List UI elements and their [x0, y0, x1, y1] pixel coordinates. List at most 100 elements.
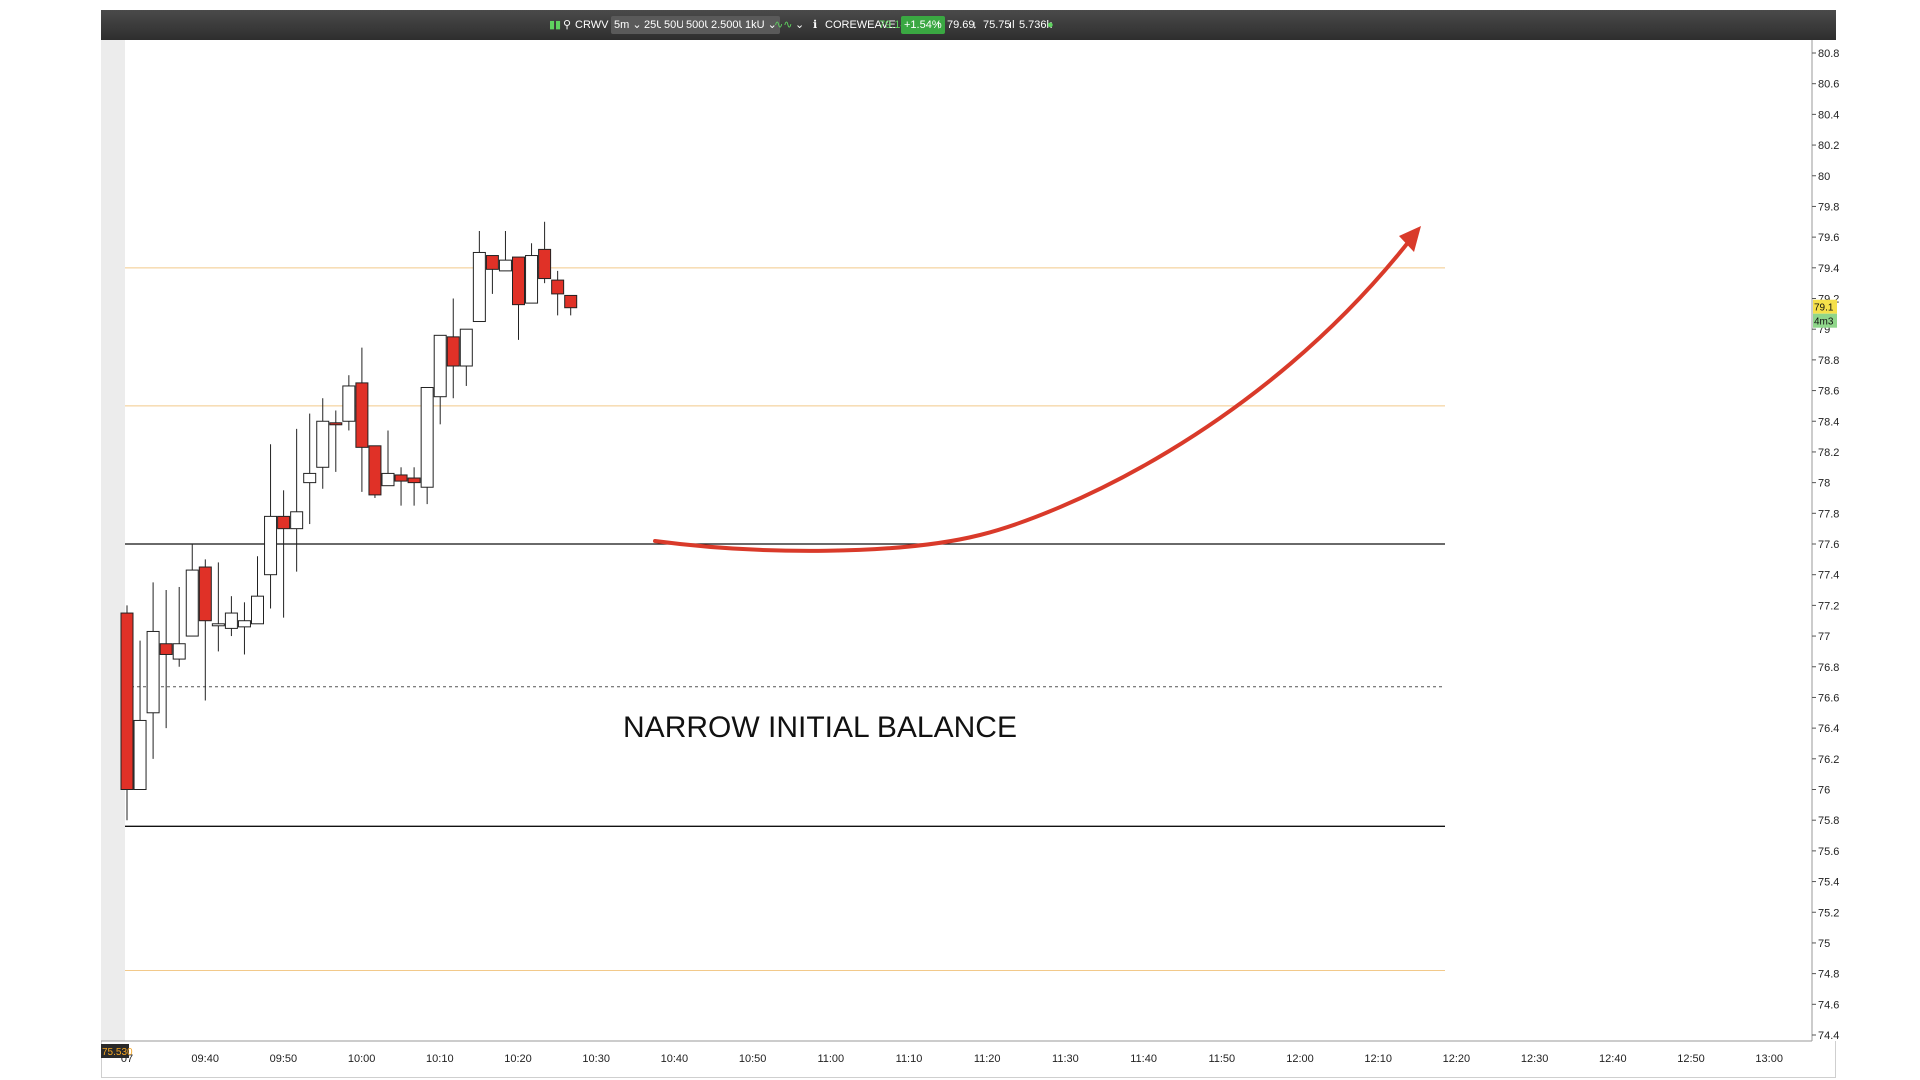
candle-body: [342, 385, 356, 422]
price-tick-label: 77.6: [1818, 539, 1839, 551]
candle[interactable]: [512, 256, 525, 340]
time-tick-label: 13:00: [1755, 1053, 1783, 1065]
candle[interactable]: [277, 490, 291, 618]
qty-button-25u[interactable]: 25U: [641, 16, 668, 34]
candle-body: [133, 719, 147, 790]
indicator-icon[interactable]: ∿∿: [774, 19, 793, 31]
chart-toolbar: ▮▮ ⚲ CRWV ⌄ 5m ⌄ 25U 50U 500U 2.500U 1kU…: [101, 10, 1836, 40]
candle[interactable]: [329, 410, 343, 472]
qty-button-500u[interactable]: 500U: [683, 16, 716, 34]
candle[interactable]: [198, 559, 212, 701]
candle[interactable]: [120, 605, 134, 821]
candle[interactable]: [316, 398, 330, 489]
candle-body: [355, 382, 369, 448]
candle-body: [446, 336, 460, 367]
candle-body: [172, 643, 186, 660]
time-tick-label: 12:00: [1286, 1053, 1314, 1065]
candle[interactable]: [264, 444, 278, 609]
qty-button-1ku[interactable]: 1kU ⌄: [742, 16, 780, 34]
candle-body: [381, 472, 395, 487]
candle[interactable]: [564, 294, 578, 316]
time-tick-label: 11:10: [896, 1053, 923, 1065]
price-tick-label: 78.6: [1818, 386, 1839, 398]
candle[interactable]: [420, 386, 434, 505]
trend-arrow-head: [1399, 226, 1421, 252]
candle-body: [420, 386, 434, 488]
volume-bars-icon: .ıl: [1006, 19, 1015, 31]
candle-body: [329, 422, 343, 426]
time-tick-label: 11:40: [1130, 1053, 1157, 1065]
candles-layer: [120, 221, 578, 821]
high-price: 79.69: [947, 19, 975, 31]
instrument-name: COREWEAVE: [825, 19, 896, 31]
candle-body: [185, 569, 199, 637]
candle[interactable]: [394, 467, 408, 506]
candle[interactable]: [381, 430, 395, 487]
price-tick-label: 80.2: [1818, 140, 1839, 152]
price-tick-label: 80.8: [1818, 48, 1839, 60]
candle-body: [512, 256, 525, 306]
price-tick-label: 80.6: [1818, 79, 1839, 91]
axis-tags: 75.530 79.1 4m3: [101, 299, 1837, 1058]
candle-body: [120, 612, 134, 790]
candle-body: [159, 643, 173, 655]
candle[interactable]: [251, 556, 264, 625]
levels-layer: [125, 267, 1445, 972]
price-tick-label: 77: [1818, 631, 1830, 643]
info-icon[interactable]: ℹ: [813, 19, 818, 31]
candle[interactable]: [538, 221, 552, 284]
candle[interactable]: [211, 562, 225, 652]
candle[interactable]: [290, 428, 304, 572]
candle[interactable]: [525, 243, 539, 304]
candle[interactable]: [368, 445, 382, 498]
candle-body: [433, 334, 447, 398]
time-tick-label: 10:30: [582, 1053, 610, 1065]
candle[interactable]: [459, 328, 473, 386]
trend-arrow: [653, 238, 1412, 553]
candle[interactable]: [133, 640, 147, 790]
volume-value: 5.736k: [1019, 19, 1053, 31]
candle[interactable]: [407, 467, 421, 506]
price-tick-label: 76.4: [1818, 723, 1839, 735]
candle[interactable]: [355, 347, 369, 492]
time-tick-label: 12:30: [1521, 1053, 1549, 1065]
time-tick-label: 11:00: [817, 1053, 844, 1065]
candle[interactable]: [172, 586, 186, 667]
candle[interactable]: [185, 544, 199, 637]
candle[interactable]: [498, 230, 512, 272]
candle[interactable]: [446, 298, 460, 399]
price-tick-label: 79.4: [1818, 263, 1839, 275]
price-tick-label: 77.2: [1818, 600, 1839, 612]
price-axis-area[interactable]: [1813, 40, 1838, 1041]
candle[interactable]: [224, 596, 238, 637]
candle[interactable]: [146, 582, 160, 759]
qty-button-2500u[interactable]: 2.500U: [708, 16, 750, 34]
time-tick-label: 10:40: [661, 1053, 689, 1065]
candle-body: [264, 515, 278, 576]
price-tick-label: 80.4: [1818, 109, 1839, 121]
price-tick-label: 75: [1818, 938, 1830, 950]
candle[interactable]: [472, 230, 486, 323]
candle[interactable]: [485, 255, 499, 294]
candle-body: [224, 612, 238, 629]
indicator-dropdown-icon[interactable]: ⌄: [795, 19, 805, 31]
candle[interactable]: [237, 602, 251, 655]
candle-body: [290, 511, 304, 530]
candle[interactable]: [159, 590, 173, 729]
candle[interactable]: [303, 413, 317, 525]
candle[interactable]: [433, 334, 447, 425]
candle-body: [277, 515, 291, 530]
price-tick-label: 77.8: [1818, 508, 1839, 520]
qty-button-50u[interactable]: 50U: [661, 16, 688, 34]
time-tick-label: 12:40: [1599, 1053, 1627, 1065]
candle[interactable]: [342, 375, 356, 431]
price-tick-label: 76.8: [1818, 662, 1839, 674]
time-tick-label: 10:10: [426, 1053, 454, 1065]
candle-body: [538, 248, 552, 280]
candle[interactable]: [551, 270, 565, 316]
link-icon[interactable]: ⚲: [563, 19, 572, 31]
candles-icon[interactable]: ▮▮: [549, 19, 562, 31]
price-tick-label: 79.6: [1818, 232, 1839, 244]
timeframe-selector[interactable]: 5m ⌄: [611, 16, 645, 34]
